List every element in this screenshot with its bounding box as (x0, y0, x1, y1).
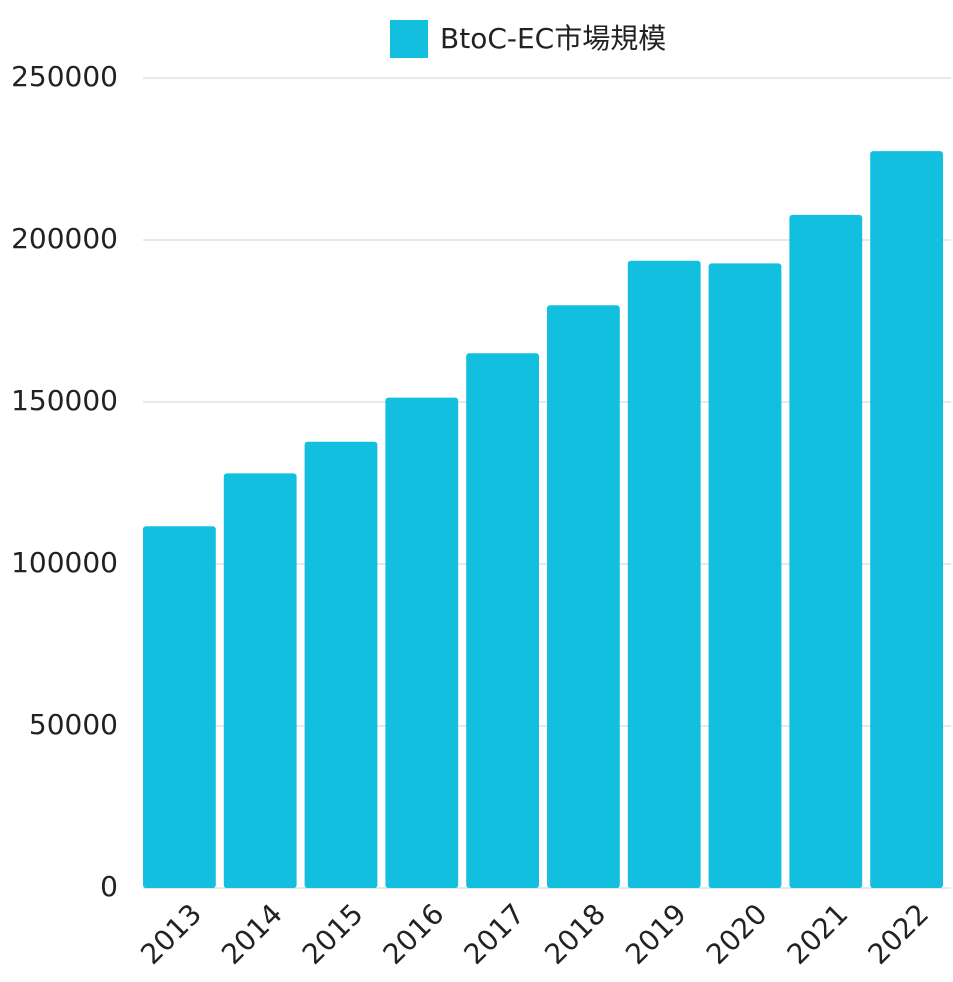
bar (547, 305, 620, 888)
x-tick-label: 2020 (700, 897, 774, 971)
bar (223, 473, 297, 888)
bar (870, 151, 943, 888)
y-tick-label: 100000 (11, 546, 118, 579)
x-tick-label: 2022 (861, 897, 935, 971)
x-tick-label: 2014 (215, 897, 289, 971)
x-tick-label: 2019 (619, 897, 693, 971)
x-tick-label: 2018 (538, 897, 612, 971)
y-tick-label: 0 (100, 870, 118, 903)
legend-swatch (390, 20, 428, 58)
y-tick-label: 50000 (29, 708, 118, 741)
legend-label: BtoC-EC市場規模 (440, 22, 666, 55)
x-tick-label: 2015 (296, 897, 370, 971)
bar (143, 526, 216, 888)
x-tick-label: 2013 (134, 897, 208, 971)
bar (789, 214, 863, 888)
y-tick-label: 250000 (11, 60, 118, 93)
y-tick-label: 150000 (11, 384, 118, 417)
x-tick-label: 2017 (457, 897, 531, 971)
bar (708, 263, 782, 889)
bar (627, 260, 701, 888)
bar (385, 397, 459, 888)
x-tick-label: 2021 (781, 897, 855, 971)
x-tick-label: 2016 (377, 897, 451, 971)
y-tick-label: 200000 (11, 222, 118, 255)
bar (304, 441, 378, 888)
bar (466, 353, 539, 888)
